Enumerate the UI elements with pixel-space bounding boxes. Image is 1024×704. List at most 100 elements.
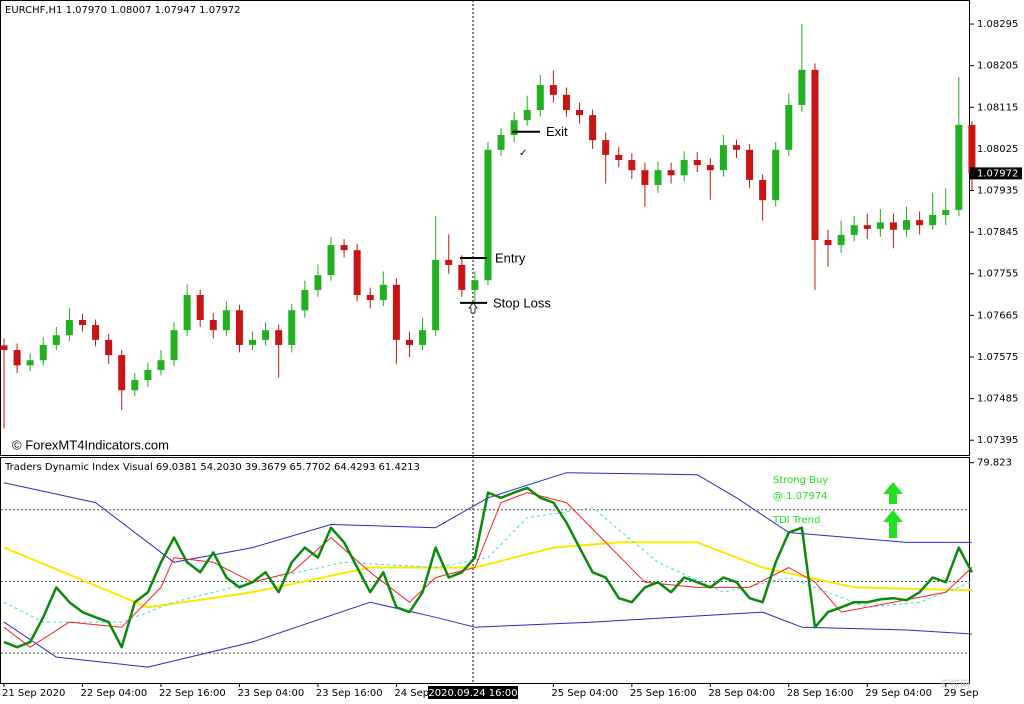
candle-body [196,295,204,320]
x-tick-label: 25 Sep 16:00 [630,688,697,699]
candle-body [732,145,740,150]
x-tick-label: 24 Sep [394,688,429,699]
candle-body [628,159,636,171]
x-tick-label: 25 Sep 04:00 [551,688,618,699]
candle-body [746,149,754,180]
x-tick-label: 28 Sep 04:00 [708,688,775,699]
candle-body [366,295,374,301]
candle-body [942,209,950,216]
indicator-line [3,492,973,648]
x-tick-label: 29 Sep [944,688,979,699]
candle-body [288,310,296,345]
candle-body [26,360,34,366]
candle-body [497,135,505,150]
candle-body [13,350,21,366]
candle-body [39,344,47,361]
candle-body [929,215,937,226]
candle-body [157,360,165,370]
candle-body [183,295,191,331]
indicator-line [3,507,973,623]
candle-body [562,94,570,111]
indicator-title: Traders Dynamic Index Visual 69.0381 54.… [4,462,420,473]
candle-body [419,330,427,345]
candle-body [170,330,178,361]
candle-body [65,319,73,336]
watermark: 汇探网 [940,678,970,691]
annotation: Stop Loss [493,295,551,310]
candle-body [759,179,767,201]
signal-text: Strong Buy [773,475,828,486]
y-tick-label: 1.08205 [977,61,1018,72]
candle-body [706,165,714,171]
checkmark: ✓ [519,148,527,159]
candle-body [458,264,466,290]
candle-body [824,239,832,246]
indicator-panel-frame [0,457,970,684]
candle-body [484,149,492,281]
candle-body [327,245,335,276]
indicator-line [3,486,974,649]
price-panel-frame [0,0,970,456]
candle-body [955,124,963,210]
candle-body [92,325,100,340]
x-tick-label: 22 Sep 04:00 [80,688,147,699]
x-tick-label: 23 Sep 16:00 [316,688,383,699]
indicator-line [3,541,972,609]
candle-body [615,154,623,160]
candle-body [680,159,688,176]
crosshair-label: 2020.09.24 16:00 [428,688,517,699]
candle-body [772,149,780,201]
candle-body [78,319,86,326]
x-tick-label: 28 Sep 16:00 [787,688,854,699]
candle-body [863,225,871,229]
last-price-box [970,167,1022,180]
y-tick-label: 79.823 [977,458,1012,469]
candle-body [536,85,544,111]
candle-body [837,234,845,246]
candle-body [432,259,440,331]
candle-body [118,355,126,391]
y-tick-label: 1.07395 [977,435,1018,446]
x-tick-label: 23 Sep 04:00 [237,688,304,699]
candle-body [445,259,453,265]
y-tick-label: 1.08115 [977,102,1018,113]
candle-body [589,115,597,141]
candle-body [811,69,819,240]
candle-body [340,245,348,251]
crosshair-label-box [428,686,518,699]
candle-body [222,310,230,331]
candle-body [131,380,139,391]
candle-body [379,284,387,301]
y-tick-label: 1.07575 [977,352,1018,363]
candle-body [719,145,727,171]
candle-body [314,275,322,290]
indicator-line [3,601,972,668]
signal-text: TDI Trend [772,515,820,526]
last-price-label: 1.07972 [977,168,1018,179]
candle-body [903,220,911,230]
candle-body [510,120,518,136]
candle-body [798,69,806,105]
candle-body [0,345,8,351]
candle-body [523,110,531,121]
y-tick-label: 1.07665 [977,310,1018,321]
candle-body [262,330,270,340]
chart-title: EURCHF,H1 1.07970 1.08007 1.07947 1.0797… [5,5,241,16]
annotation: Exit [546,124,568,139]
candle-body [916,220,924,226]
x-tick-label: 22 Sep 16:00 [159,688,226,699]
annotation: Entry [495,250,526,265]
credit: © ForexMT4Indicators.com [12,437,169,452]
x-tick-label: 29 Sep 04:00 [865,688,932,699]
candle-body [52,335,60,345]
candle-body [641,170,649,185]
candle-body [850,225,858,235]
y-tick-label: 1.07485 [977,394,1018,405]
candle-body [693,159,701,166]
arrow-up [883,482,903,504]
candle-body [602,140,610,155]
arrow-up [883,510,903,538]
candle-body [249,339,257,345]
